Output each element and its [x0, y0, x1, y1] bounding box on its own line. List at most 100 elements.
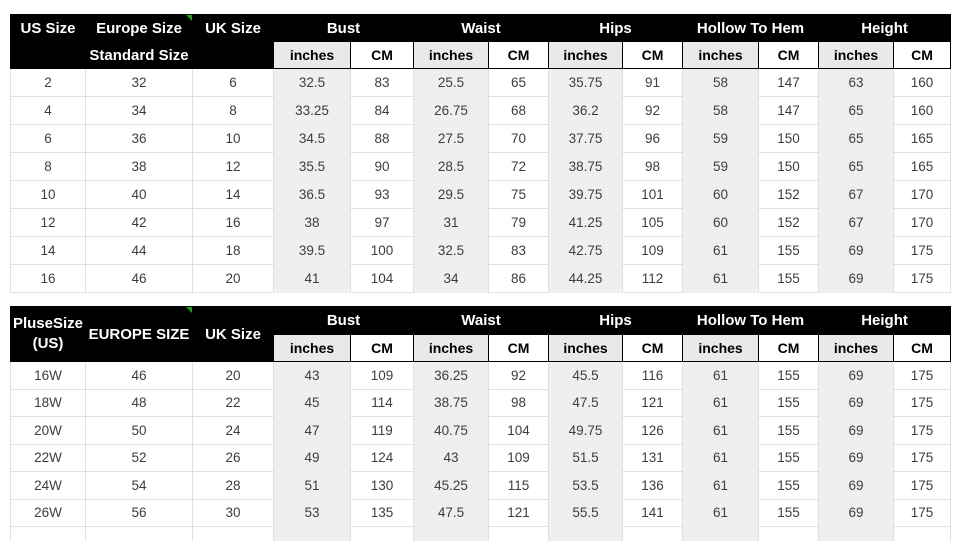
table-cell: 69: [819, 237, 894, 265]
table-cell: 34: [86, 97, 193, 125]
table-cell: 16: [193, 209, 274, 237]
table-cell: 61: [683, 444, 759, 472]
table-cell: 34.5: [274, 125, 351, 153]
unit-header-hollow-cm: CM: [759, 335, 819, 362]
table-cell: 53: [274, 499, 351, 527]
table-cell: 175: [894, 472, 951, 500]
table-cell: 69: [819, 499, 894, 527]
table-cell: 55.5: [549, 499, 623, 527]
table-cell: 16W: [11, 362, 86, 390]
group-header-height: Height: [819, 307, 951, 335]
table-cell: 92: [489, 362, 549, 390]
column-header-europe-size: Europe Size: [86, 15, 193, 42]
header-row-units: Standard Size inches CM inches CM inches…: [11, 42, 951, 69]
table-cell: 69: [819, 444, 894, 472]
table-cell: 68: [489, 97, 549, 125]
table-cell: 18: [193, 237, 274, 265]
unit-header-height-inches: inches: [819, 42, 894, 69]
partial-empty-row: [11, 527, 951, 541]
table-cell: 121: [623, 389, 683, 417]
table-cell: 38.75: [414, 389, 489, 417]
table-cell: 26.75: [414, 97, 489, 125]
table-cell: 61: [683, 417, 759, 445]
table-cell: 39.5: [274, 237, 351, 265]
table-cell: 61: [683, 389, 759, 417]
table-cell: 92: [623, 97, 683, 125]
standard-size-table: US Size Europe Size UK Size Bust Waist H…: [10, 14, 951, 293]
table-cell: 155: [759, 237, 819, 265]
table-cell: 30: [193, 499, 274, 527]
header-spacer: [193, 42, 274, 69]
table-cell: 155: [759, 472, 819, 500]
plus-size-label-line2: (US): [11, 334, 85, 354]
table-cell: 109: [489, 444, 549, 472]
table-cell: 43: [274, 362, 351, 390]
table-cell: 100: [351, 237, 414, 265]
table-cell: 35.75: [549, 69, 623, 97]
table-cell: 98: [623, 153, 683, 181]
table-cell: 61: [683, 472, 759, 500]
table-cell: 37.75: [549, 125, 623, 153]
table-cell: 49: [274, 444, 351, 472]
table-cell: 12: [11, 209, 86, 237]
table-cell: 54: [86, 472, 193, 500]
unit-header-waist-cm: CM: [489, 42, 549, 69]
table-cell: 8: [193, 97, 274, 125]
table-cell: 45: [274, 389, 351, 417]
table-cell: 32.5: [274, 69, 351, 97]
unit-header-hips-inches: inches: [549, 42, 623, 69]
table-cell: 165: [894, 125, 951, 153]
table-cell: 124: [351, 444, 414, 472]
table-cell: 86: [489, 265, 549, 293]
table-cell: 26W: [11, 499, 86, 527]
table-cell: 33.25: [274, 97, 351, 125]
table-cell: 175: [894, 389, 951, 417]
table-cell: 147: [759, 69, 819, 97]
table-cell: 65: [819, 125, 894, 153]
table-cell: 42: [86, 209, 193, 237]
table-cell: 25.5: [414, 69, 489, 97]
table-cell: 147: [759, 97, 819, 125]
table-cell: 83: [351, 69, 414, 97]
group-header-hollow-to-hem: Hollow To Hem: [683, 307, 819, 335]
table-cell: 56: [86, 499, 193, 527]
table-cell: 40: [86, 181, 193, 209]
table-cell: 84: [351, 97, 414, 125]
table-cell: 47.5: [414, 499, 489, 527]
column-header-uk-size: UK Size: [193, 15, 274, 42]
table-cell: 49.75: [549, 417, 623, 445]
table-cell: 65: [489, 69, 549, 97]
unit-header-hollow-inches: inches: [683, 42, 759, 69]
table-cell: 160: [894, 97, 951, 125]
table-cell: 48: [86, 389, 193, 417]
unit-header-hips-cm: CM: [623, 42, 683, 69]
table-cell: 43: [414, 444, 489, 472]
table-cell: 155: [759, 265, 819, 293]
table-cell: 18W: [11, 389, 86, 417]
table-cell: 42.75: [549, 237, 623, 265]
table-cell: 28.5: [414, 153, 489, 181]
table-cell: 51.5: [549, 444, 623, 472]
table-gap: [10, 293, 950, 306]
table-cell: 119: [351, 417, 414, 445]
size-chart: US Size Europe Size UK Size Bust Waist H…: [10, 14, 950, 541]
table-cell: 175: [894, 417, 951, 445]
table-cell: 36.25: [414, 362, 489, 390]
table-cell: 61: [683, 362, 759, 390]
header-row-groups: US Size Europe Size UK Size Bust Waist H…: [11, 15, 951, 42]
group-header-waist: Waist: [414, 15, 549, 42]
unit-header-bust-inches: inches: [274, 42, 351, 69]
unit-header-height-inches: inches: [819, 335, 894, 362]
table-cell: 175: [894, 499, 951, 527]
unit-header-bust-cm: CM: [351, 335, 414, 362]
table-cell: 16: [11, 265, 86, 293]
